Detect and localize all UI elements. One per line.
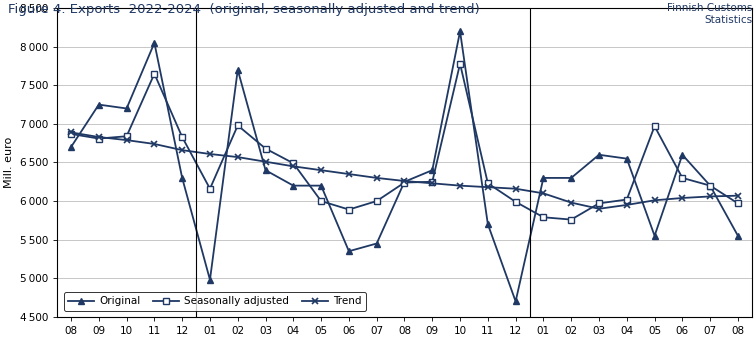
Original: [122, 106, 131, 110]
Seasonally adjusted: [428, 180, 437, 184]
Trend: [650, 198, 659, 202]
Seasonally adjusted: [400, 181, 409, 185]
Seasonally adjusted: [733, 201, 742, 205]
Original: [372, 241, 381, 245]
Seasonally adjusted: [650, 124, 659, 128]
Trend: [233, 155, 242, 159]
Trend: [428, 181, 437, 185]
Trend: [511, 187, 520, 191]
Trend: [150, 142, 159, 146]
Original: [705, 184, 714, 188]
Original: [150, 41, 159, 45]
Seasonally adjusted: [150, 72, 159, 76]
Seasonally adjusted: [622, 198, 631, 202]
Text: Finnish Customs
Statistics: Finnish Customs Statistics: [667, 3, 752, 25]
Original: [594, 153, 603, 157]
Trend: [206, 152, 215, 156]
Original: [233, 68, 242, 72]
Trend: [622, 203, 631, 207]
Trend: [317, 168, 326, 172]
Original: [678, 153, 687, 157]
Seasonally adjusted: [372, 199, 381, 203]
Legend: Original, Seasonally adjusted, Trend: Original, Seasonally adjusted, Trend: [64, 292, 366, 311]
Line: Trend: Trend: [67, 129, 742, 212]
Trend: [594, 207, 603, 211]
Seasonally adjusted: [483, 181, 492, 185]
Trend: [567, 201, 576, 205]
Original: [733, 234, 742, 238]
Seasonally adjusted: [67, 132, 76, 136]
Original: [622, 157, 631, 161]
Seasonally adjusted: [594, 201, 603, 205]
Text: Figure 4. Exports  2022-2024  (original, seasonally adjusted and trend): Figure 4. Exports 2022-2024 (original, s…: [8, 3, 479, 16]
Original: [456, 29, 465, 33]
Original: [539, 176, 548, 180]
Seasonally adjusted: [122, 134, 131, 138]
Trend: [400, 179, 409, 183]
Seasonally adjusted: [261, 147, 270, 151]
Original: [317, 184, 326, 188]
Y-axis label: Mill. euro: Mill. euro: [5, 137, 14, 188]
Original: [511, 299, 520, 303]
Trend: [456, 184, 465, 188]
Trend: [289, 164, 298, 168]
Trend: [261, 160, 270, 164]
Seasonally adjusted: [678, 176, 687, 180]
Original: [400, 180, 409, 184]
Trend: [372, 176, 381, 180]
Original: [428, 168, 437, 172]
Original: [345, 249, 354, 253]
Original: [261, 168, 270, 172]
Seasonally adjusted: [511, 200, 520, 204]
Original: [67, 145, 76, 149]
Original: [206, 278, 215, 282]
Trend: [178, 148, 187, 152]
Seasonally adjusted: [539, 215, 548, 219]
Original: [483, 222, 492, 226]
Seasonally adjusted: [345, 207, 354, 211]
Trend: [733, 193, 742, 198]
Original: [289, 184, 298, 188]
Seasonally adjusted: [206, 187, 215, 191]
Trend: [94, 135, 104, 139]
Seasonally adjusted: [456, 62, 465, 66]
Original: [178, 176, 187, 180]
Trend: [483, 185, 492, 189]
Seasonally adjusted: [289, 161, 298, 165]
Original: [567, 176, 576, 180]
Line: Seasonally adjusted: Seasonally adjusted: [68, 61, 741, 222]
Original: [94, 103, 104, 107]
Trend: [345, 172, 354, 176]
Trend: [67, 130, 76, 134]
Seasonally adjusted: [178, 135, 187, 139]
Seasonally adjusted: [705, 184, 714, 188]
Trend: [539, 191, 548, 196]
Seasonally adjusted: [317, 199, 326, 203]
Trend: [122, 138, 131, 142]
Seasonally adjusted: [94, 137, 104, 141]
Original: [650, 234, 659, 238]
Seasonally adjusted: [567, 218, 576, 222]
Line: Original: Original: [68, 29, 741, 304]
Trend: [678, 196, 687, 200]
Trend: [705, 194, 714, 199]
Seasonally adjusted: [233, 123, 242, 128]
